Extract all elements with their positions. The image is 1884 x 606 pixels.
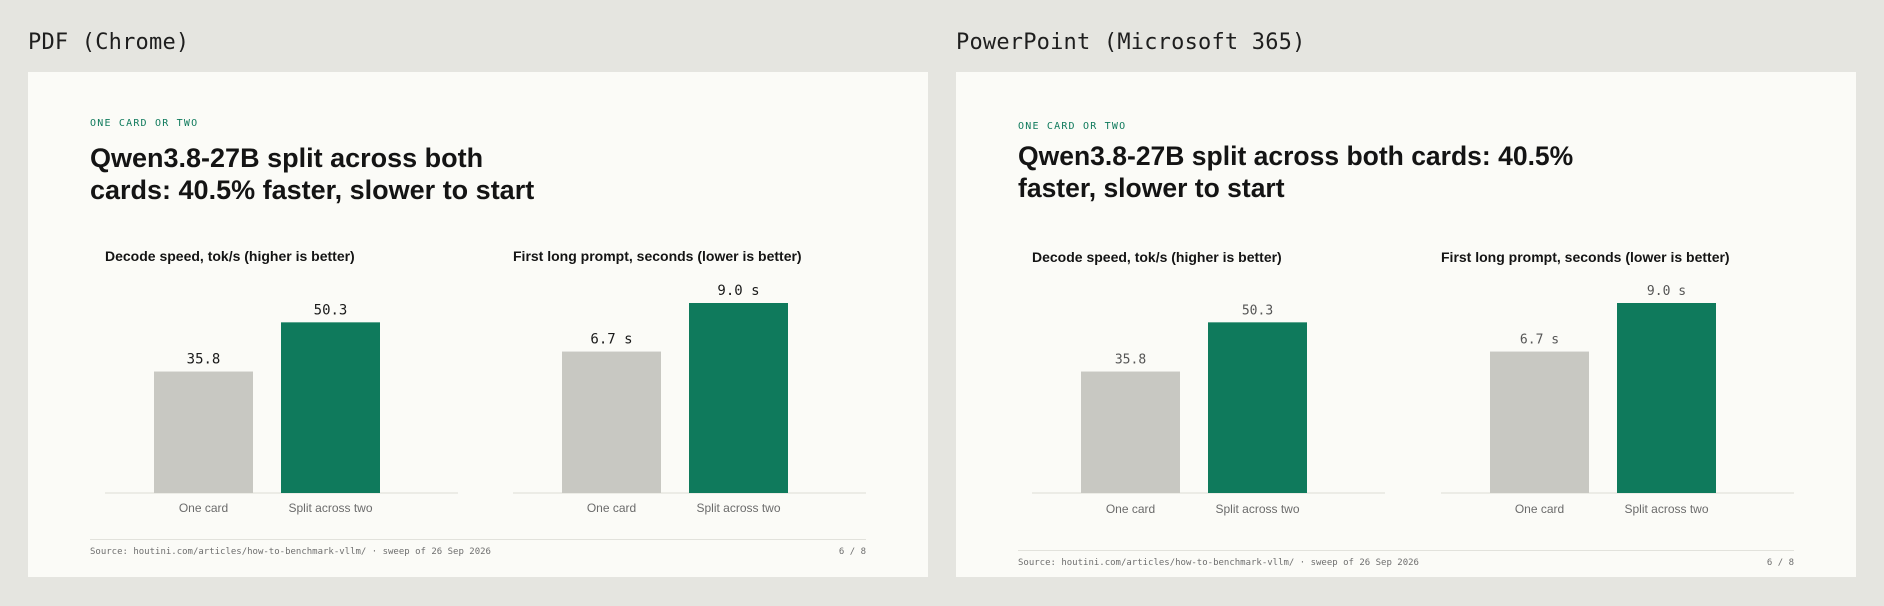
bar-value-label: 50.3 — [1242, 303, 1273, 318]
category-label: One card — [1515, 502, 1564, 516]
source-note: Source: houtini.com/articles/how-to-benc… — [90, 547, 491, 557]
bar-split-across-two — [281, 322, 380, 493]
category-label: One card — [587, 501, 636, 515]
bar-value-label: 9.0 s — [717, 283, 759, 299]
bar-one-card — [154, 371, 253, 493]
chart-title: First long prompt, seconds (lower is bet… — [1441, 249, 1730, 265]
slide-title-line-1: Qwen3.8-27B split across both cards: 40.… — [1018, 141, 1574, 171]
slide-powerpoint: ONE CARD OR TWO Qwen3.8-27B split across… — [956, 72, 1856, 577]
slide-title: Qwen3.8-27B split across both cards: 40.… — [90, 142, 534, 207]
bar-one-card — [562, 351, 661, 493]
category-label: Split across two — [288, 501, 372, 515]
slide-pdf: ONE CARD OR TWO Qwen3.8-27B split across… — [28, 72, 928, 577]
footer-divider — [1018, 550, 1794, 551]
bar-value-label: 35.8 — [187, 352, 221, 368]
chart-title: Decode speed, tok/s (higher is better) — [1032, 249, 1282, 265]
slide-eyebrow: ONE CARD OR TWO — [1018, 121, 1127, 132]
bar-split-across-two — [689, 303, 788, 493]
charts-pdf: Decode speed, tok/s (higher is better) 35… — [105, 248, 866, 515]
bar-one-card — [1490, 351, 1589, 493]
bar-value-label: 50.3 — [314, 302, 348, 318]
footer-divider — [90, 539, 866, 540]
charts-powerpoint: Decode speed, tok/s (higher is better) 35… — [1032, 249, 1794, 516]
bar-value-label: 9.0 s — [1647, 284, 1686, 299]
panel-label-powerpoint: PowerPoint (Microsoft 365) — [956, 30, 1306, 55]
panel-label-pdf: PDF (Chrome) — [28, 30, 190, 55]
slide-eyebrow: ONE CARD OR TWO — [90, 118, 199, 129]
bar-value-label: 6.7 s — [1520, 333, 1559, 348]
bar-split-across-two — [1208, 322, 1307, 493]
bar-value-label: 35.8 — [1115, 353, 1146, 368]
slide-title-line-1: Qwen3.8-27B split across both — [90, 143, 484, 173]
source-note: Source: houtini.com/articles/how-to-benc… — [1018, 558, 1419, 568]
category-label: Split across two — [1215, 502, 1299, 516]
slide-title-line-2: cards: 40.5% faster, slower to start — [90, 175, 535, 206]
chart-title: First long prompt, seconds (lower is bet… — [513, 248, 802, 264]
bar-split-across-two — [1617, 303, 1716, 493]
page-number: 6 / 8 — [838, 547, 866, 557]
category-label: One card — [1106, 502, 1155, 516]
chart-title: Decode speed, tok/s (higher is better) — [105, 248, 355, 264]
bar-one-card — [1081, 371, 1180, 493]
slide-title-line-2: faster, slower to start — [1018, 173, 1285, 204]
category-label: One card — [179, 501, 228, 515]
slide-title: Qwen3.8-27B split across both cards: 40.… — [1018, 140, 1573, 205]
category-label: Split across two — [1624, 502, 1708, 516]
page-number: 6 / 8 — [1766, 558, 1794, 568]
bar-value-label: 6.7 s — [590, 332, 632, 348]
category-label: Split across two — [696, 501, 780, 515]
